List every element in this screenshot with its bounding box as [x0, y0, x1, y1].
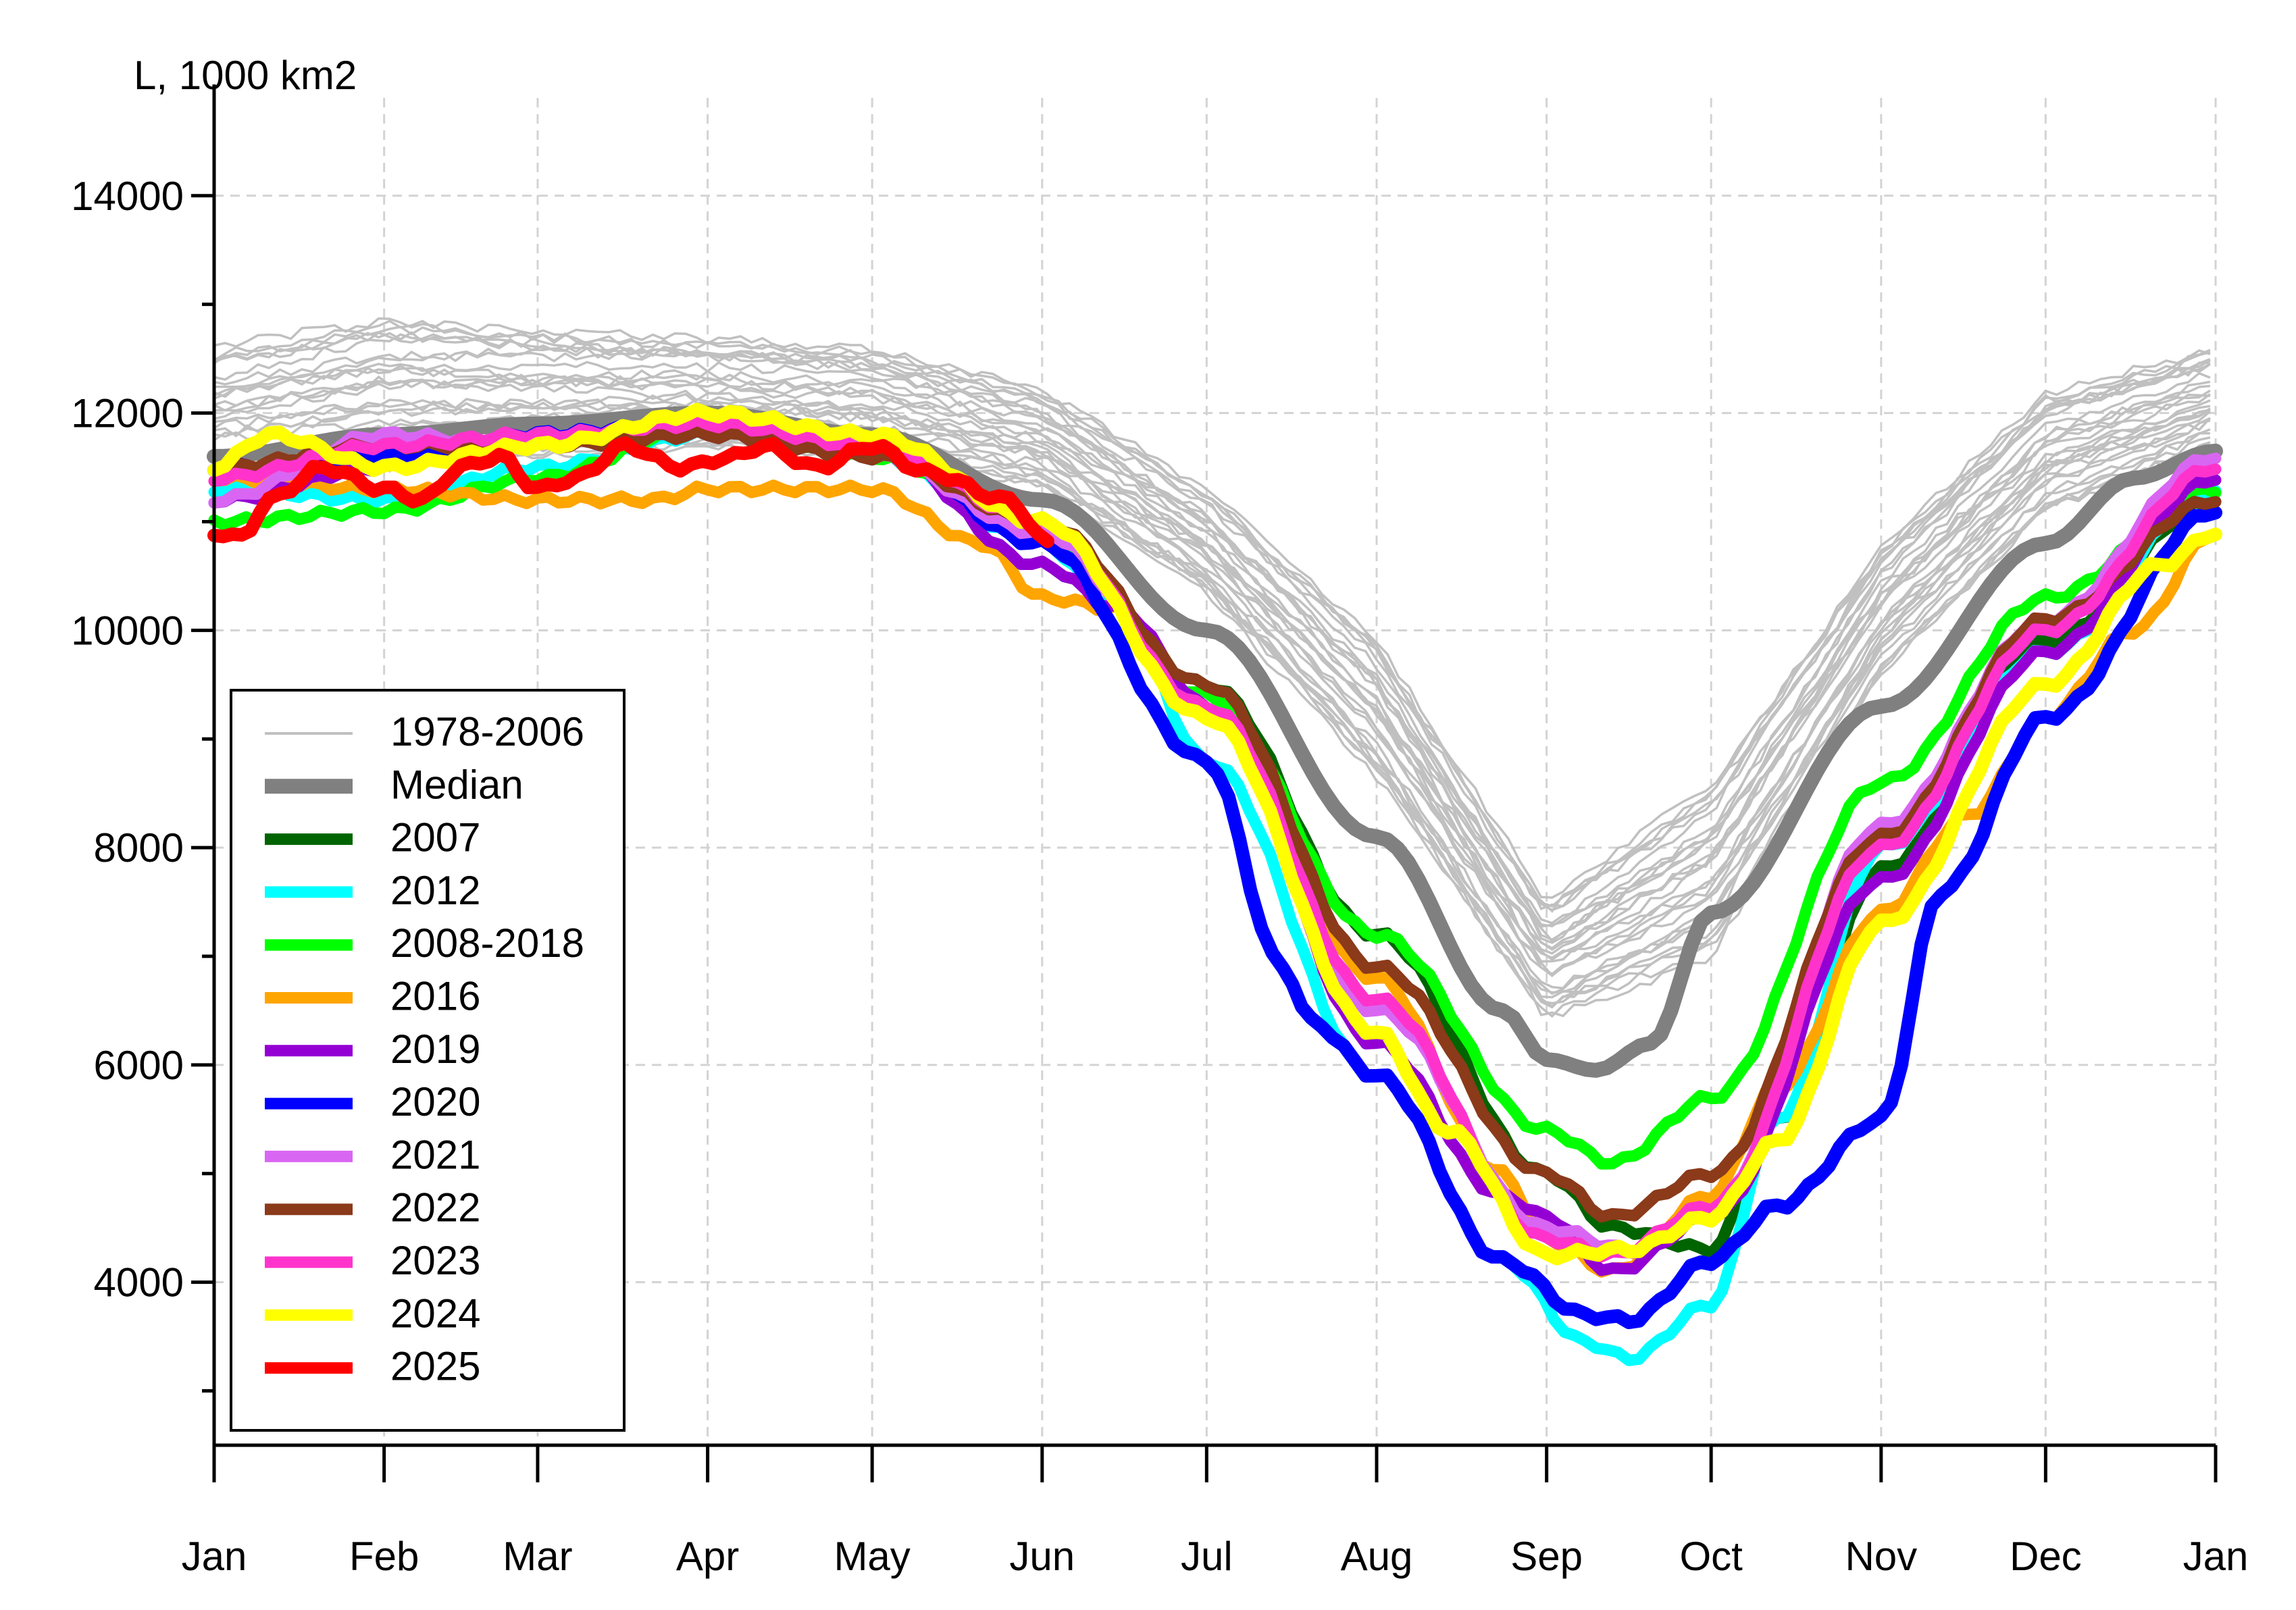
historical-year-line	[213, 379, 2211, 952]
historical-year-line	[213, 375, 2211, 960]
y-tick-label: 14000	[71, 174, 184, 219]
x-tick-label: Nov	[1845, 1534, 1917, 1579]
legend-label: 2020	[390, 1079, 480, 1124]
series-line-median	[207, 405, 2223, 1078]
x-tick-label: Mar	[503, 1534, 572, 1579]
legend-label: 2019	[390, 1027, 480, 1072]
x-tick-label: Oct	[1679, 1534, 1743, 1579]
historical-year-line	[213, 441, 2211, 1018]
x-tick-label: Sep	[1510, 1534, 1583, 1579]
legend-label: 2021	[390, 1132, 480, 1177]
historical-year-line	[213, 319, 2211, 908]
historical-year-line	[213, 409, 2212, 999]
y-tick-label: 12000	[71, 391, 184, 436]
legend-label: 2023	[390, 1238, 480, 1283]
x-tick-label: Aug	[1341, 1534, 1413, 1579]
legend-label: 2022	[390, 1185, 480, 1230]
legend: 1978-2006 Median 2007 2012 2008-2018 2016 2019…	[230, 689, 626, 1432]
x-tick-label: Jan	[182, 1534, 247, 1579]
legend-label: 2025	[390, 1344, 480, 1389]
series-line-2025	[207, 436, 1054, 548]
legend-label: 2008-2018	[390, 920, 584, 966]
x-tick-label: Feb	[349, 1534, 419, 1579]
legend-label: 2016	[390, 974, 480, 1019]
y-tick-label: 8000	[94, 825, 184, 871]
legend-label: 2012	[390, 868, 480, 913]
legend-label: 2007	[390, 815, 480, 860]
series-line-2024	[207, 402, 2222, 1266]
series-line-2008-2018	[208, 415, 2222, 1170]
x-tick-label: Jul	[1181, 1534, 1233, 1579]
y-tick-label: 10000	[71, 608, 184, 653]
x-tick-label: Jun	[1009, 1534, 1075, 1579]
y-tick-label: 6000	[94, 1043, 184, 1088]
x-tick-label: Jan	[2183, 1534, 2249, 1579]
axes-layer: 4000 6000 8000 10000 12000 14000 Jan Feb Mar Apr M…	[71, 84, 2248, 1579]
x-tick-label: Apr	[676, 1534, 739, 1579]
series-line-2023	[208, 414, 2222, 1263]
historical-year-line	[213, 317, 2211, 899]
historical-lines-layer	[213, 317, 2212, 1018]
legend-label: 2024	[390, 1291, 480, 1336]
legend-label: 1978-2006	[390, 709, 584, 754]
x-tick-label: May	[834, 1534, 910, 1579]
legend-label: Median	[390, 762, 524, 807]
x-tick-label: Dec	[2010, 1534, 2082, 1579]
legend-box	[230, 689, 626, 1432]
series-layer	[207, 402, 2223, 1366]
y-tick-label: 4000	[94, 1260, 184, 1305]
y-axis-title: L, 1000 km2	[134, 53, 357, 98]
